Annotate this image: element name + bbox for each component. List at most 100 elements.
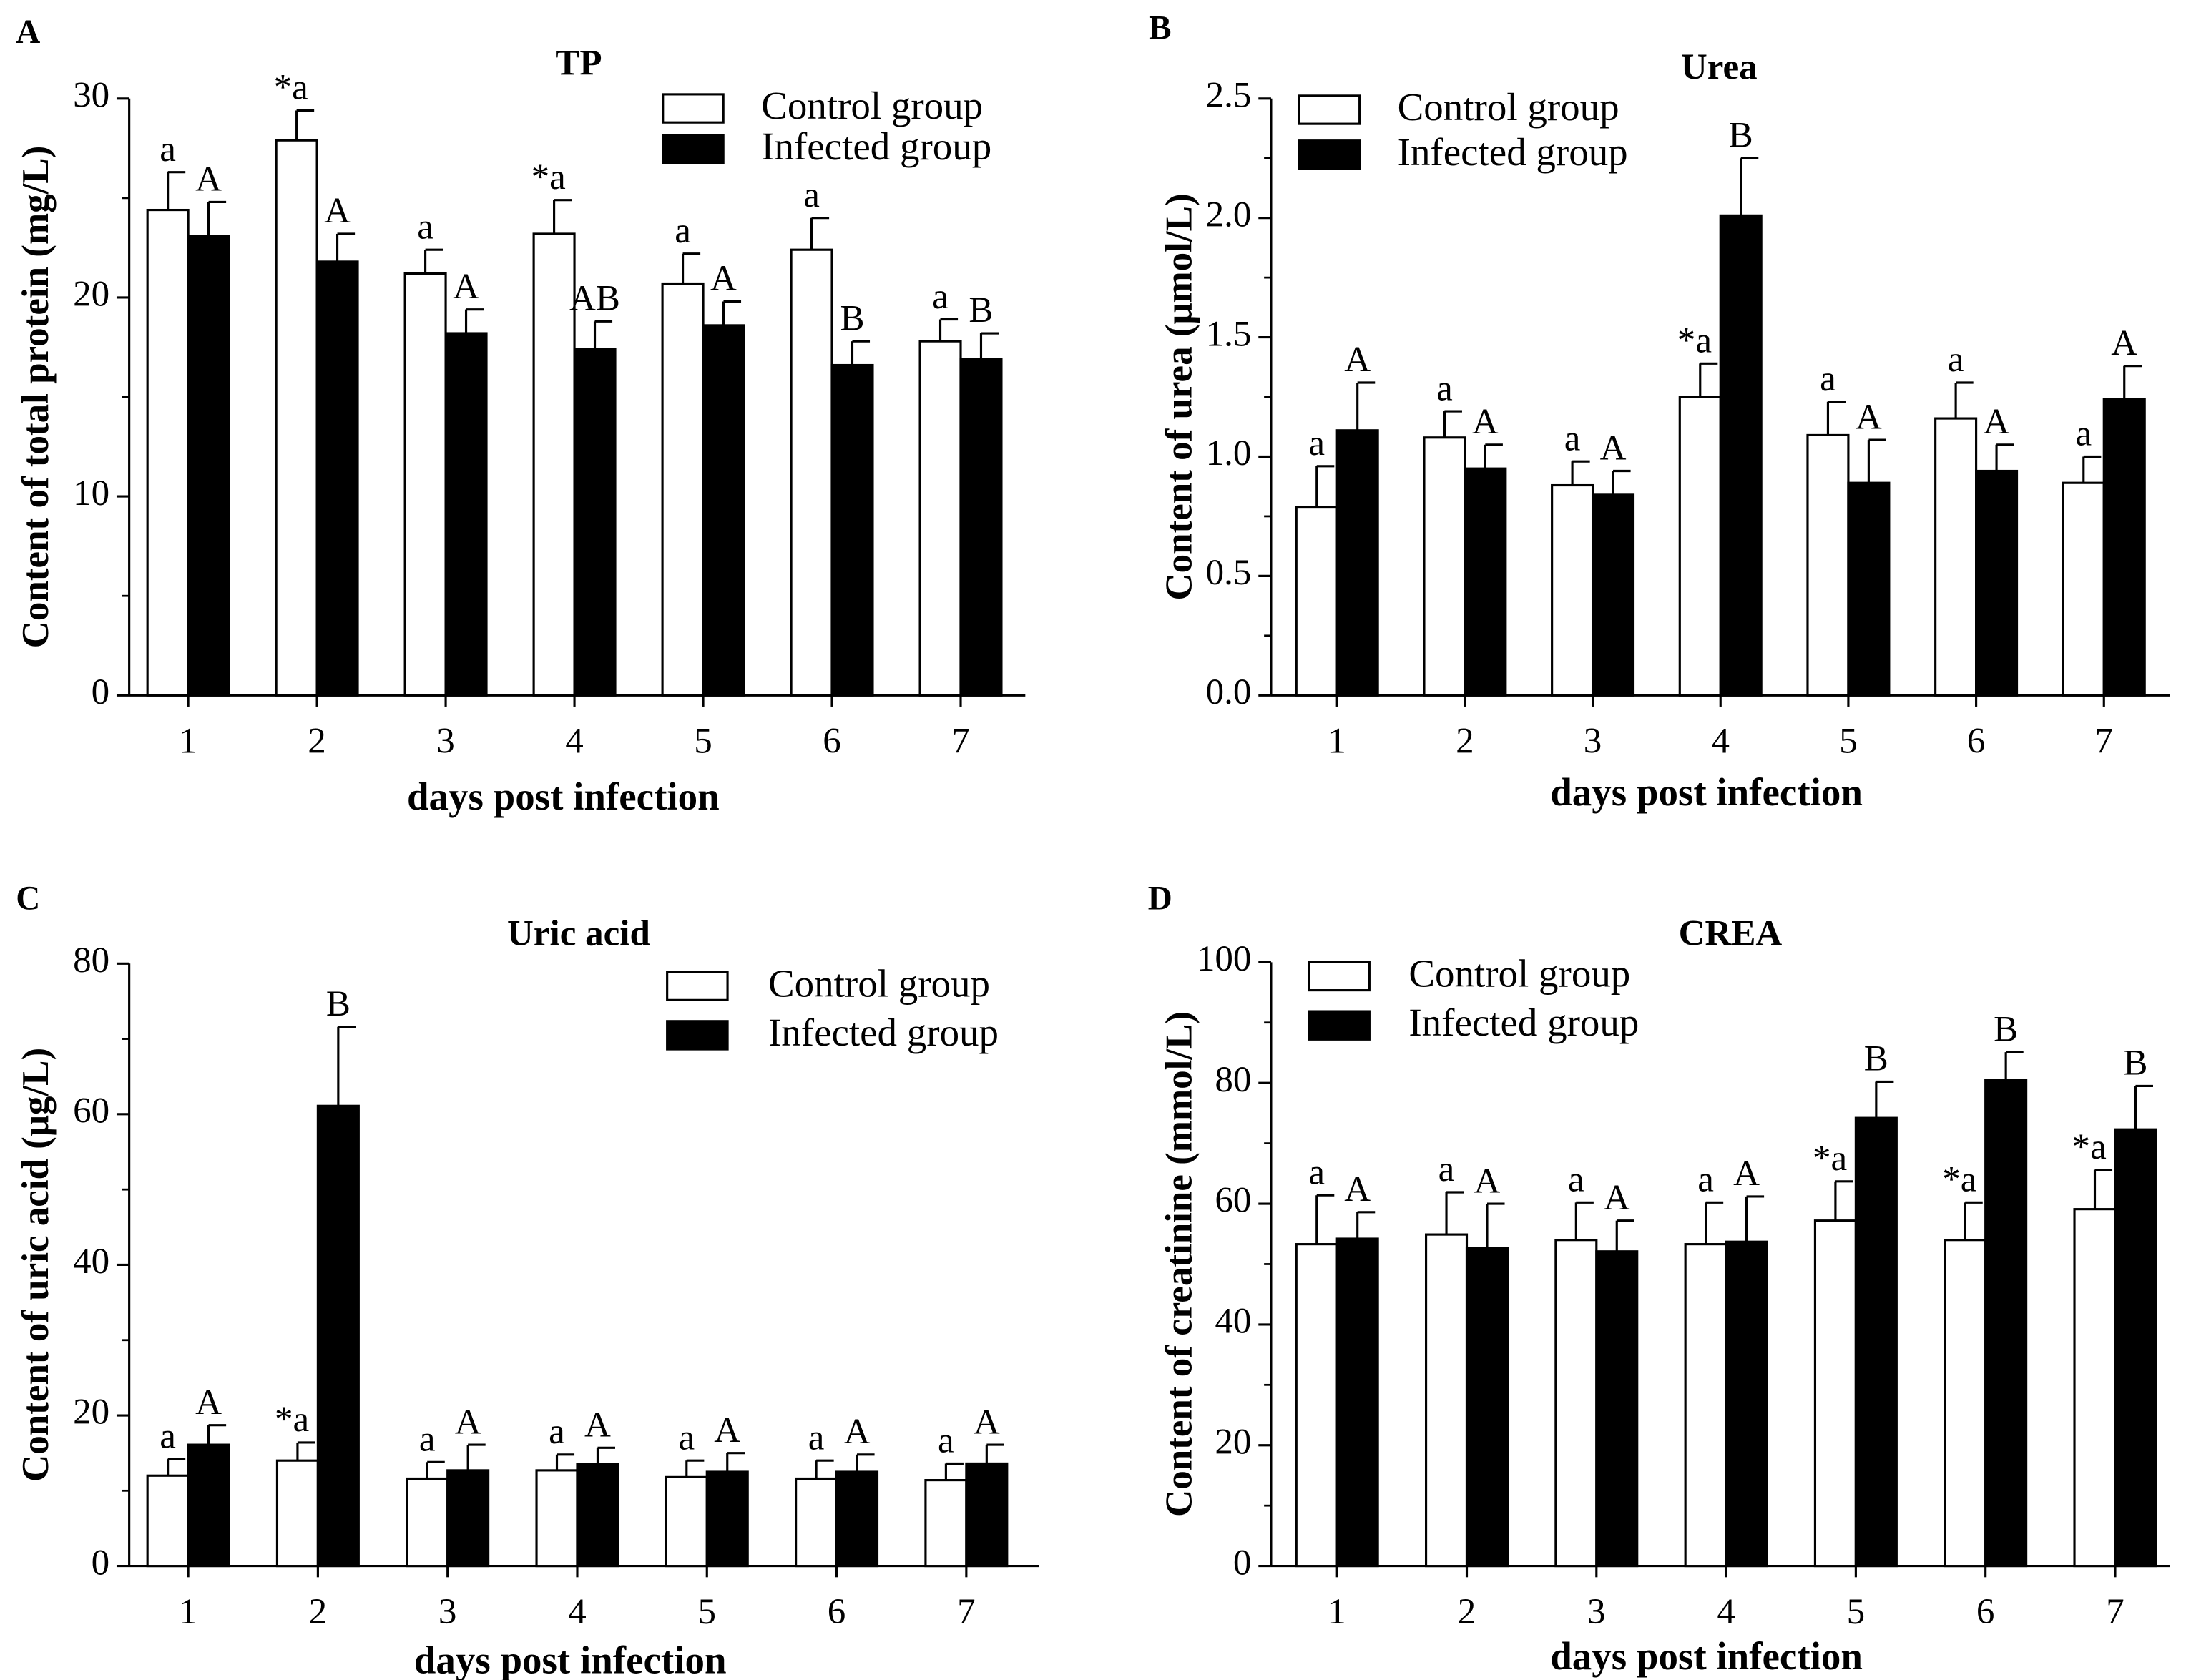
- bar-control: [1551, 483, 1594, 697]
- significance-label: *a: [2072, 1127, 2107, 1167]
- chart-title: Urea: [1681, 47, 1758, 87]
- significance-label: B: [326, 984, 351, 1024]
- y-tick-label: 0.5: [1206, 553, 1252, 593]
- significance-label: a: [1820, 359, 1836, 399]
- x-tick-label: 7: [2094, 722, 2113, 762]
- significance-label: A: [1474, 1161, 1501, 1201]
- bar-infected: [835, 1470, 879, 1568]
- panel-c: C Uric acid 0 20 40 60 80 1 2 3 4 5 6 7 days post infe…: [15, 880, 1039, 1680]
- significance-label: *a: [1813, 1139, 1847, 1179]
- legend-label: Control group: [1398, 85, 1619, 129]
- bar-control: [532, 232, 576, 697]
- bar-control: [2073, 1208, 2117, 1568]
- significance-label: B: [2123, 1043, 2147, 1084]
- x-tick-label: 2: [1458, 1592, 1476, 1632]
- y-tick-label: 100: [1197, 939, 1252, 979]
- legend-swatch-infected: [1298, 139, 1361, 170]
- bar-infected: [1335, 1237, 1379, 1568]
- y-tick-label: 20: [73, 1392, 109, 1433]
- bar-infected: [959, 358, 1003, 697]
- x-tick-label: 2: [308, 722, 326, 762]
- significance-label: A: [710, 259, 737, 299]
- significance-label: a: [160, 129, 176, 170]
- bar-infected: [1847, 481, 1891, 697]
- legend-swatch-infected: [1308, 1010, 1371, 1041]
- bar-infected: [444, 332, 488, 697]
- bar-infected: [702, 324, 745, 697]
- x-tick-label: 6: [828, 1592, 846, 1632]
- bar-infected: [830, 363, 874, 697]
- x-tick-label: 1: [1328, 1592, 1346, 1632]
- significance-label: a: [932, 277, 949, 317]
- bar-control: [918, 340, 962, 697]
- bar-control: [1684, 1243, 1727, 1568]
- x-axis-label: days post infection: [414, 1639, 727, 1680]
- significance-label: a: [808, 1418, 825, 1458]
- significance-label: a: [678, 1418, 695, 1458]
- significance-label: a: [1948, 340, 1964, 380]
- bar-infected: [315, 260, 359, 697]
- x-tick-label: 7: [957, 1592, 976, 1632]
- x-tick-label: 4: [565, 722, 584, 762]
- x-axis-label: days post infection: [1550, 770, 1863, 814]
- y-axis-label: Content of creatinine (mmol/L): [1158, 1011, 1200, 1517]
- bar-infected: [187, 235, 230, 697]
- significance-label: a: [419, 1420, 436, 1460]
- x-tick-label: 7: [951, 722, 970, 762]
- legend-swatch-control: [1298, 94, 1361, 125]
- bar-infected: [1335, 429, 1379, 697]
- bar-infected: [965, 1462, 1009, 1568]
- significance-label: A: [974, 1402, 1000, 1442]
- significance-label: A: [1984, 402, 2010, 442]
- significance-label: B: [969, 290, 993, 330]
- bar-control: [1295, 505, 1338, 697]
- legend-label: Control group: [1408, 952, 1630, 996]
- x-tick-label: 2: [309, 1592, 328, 1632]
- significance-label: B: [1729, 115, 1753, 155]
- x-tick-label: 5: [1847, 1592, 1866, 1632]
- significance-label: a: [938, 1421, 954, 1461]
- bar-infected: [316, 1104, 360, 1568]
- bar-infected: [1595, 1250, 1639, 1568]
- x-tick-label: 1: [1328, 722, 1346, 762]
- significance-label: a: [1436, 368, 1453, 408]
- significance-label: a: [160, 1416, 176, 1456]
- significance-label: A: [1856, 397, 1882, 437]
- panel-label: C: [16, 880, 40, 918]
- legend-label: Control group: [768, 961, 990, 1005]
- y-tick-label: 1.5: [1206, 314, 1252, 354]
- chart-title: CREA: [1679, 914, 1783, 954]
- significance-label: A: [584, 1405, 611, 1445]
- significance-label: a: [2075, 414, 2092, 454]
- bar-control: [1423, 436, 1466, 697]
- significance-label: *a: [1677, 321, 1712, 361]
- panel-a: A TP 0 10 20 30 1 2 3 4 5 6 7 days post infection Cont…: [15, 14, 1026, 818]
- x-tick-label: 3: [436, 722, 455, 762]
- y-tick-label: 20: [73, 275, 109, 315]
- bar-control: [1424, 1233, 1469, 1568]
- bar-infected: [573, 348, 617, 697]
- y-tick-label: 60: [73, 1091, 109, 1131]
- bar-control: [795, 1477, 838, 1568]
- bar-control: [1944, 1239, 1987, 1568]
- bar-control: [1934, 417, 1978, 697]
- x-tick-label: 3: [1587, 1592, 1606, 1632]
- significance-label: *a: [1942, 1160, 1976, 1200]
- y-tick-label: 60: [1215, 1181, 1251, 1221]
- x-tick-label: 2: [1456, 722, 1474, 762]
- significance-label: a: [549, 1412, 565, 1452]
- bar-control: [146, 208, 190, 697]
- x-tick-label: 7: [2106, 1592, 2124, 1632]
- panel-label: B: [1149, 9, 1171, 46]
- bar-infected: [576, 1463, 619, 1568]
- y-tick-label: 1.0: [1206, 433, 1252, 473]
- y-tick-label: 20: [1215, 1422, 1251, 1462]
- significance-label: A: [1472, 402, 1499, 442]
- y-axis-label: Content of uric acid (μg/L): [15, 1048, 57, 1482]
- y-tick-label: 10: [73, 473, 109, 514]
- bar-infected: [1854, 1116, 1898, 1568]
- panel-b: B Urea 0.0 0.5 1.0 1.5 2.0 2.5 1 2 3 4 5 6 7 days post …: [1149, 9, 2170, 814]
- significance-label: a: [1564, 418, 1581, 458]
- bar-control: [275, 1459, 319, 1568]
